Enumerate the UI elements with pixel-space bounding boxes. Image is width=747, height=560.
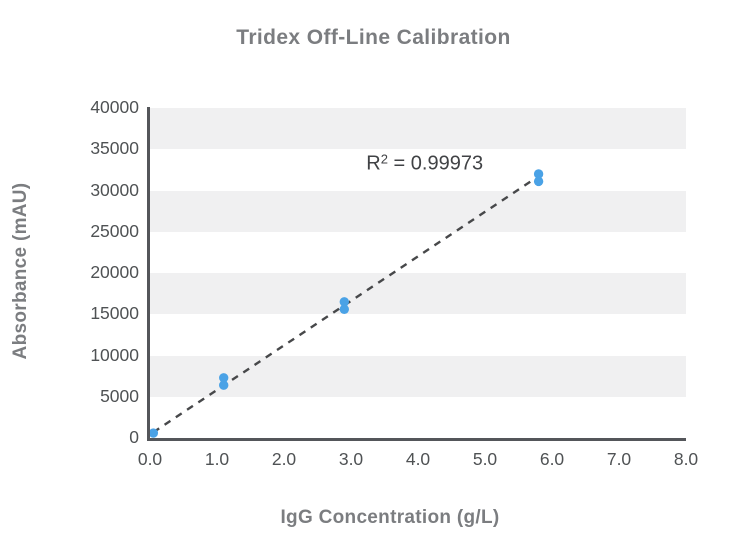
y-tick-label: 5000 bbox=[100, 385, 139, 406]
y-axis-line bbox=[147, 107, 150, 441]
background-band bbox=[150, 190, 686, 232]
y-tick-label: 0 bbox=[129, 427, 139, 448]
y-tick-label: 25000 bbox=[90, 220, 139, 241]
data-layer bbox=[148, 169, 544, 438]
x-tick-label: 6.0 bbox=[539, 449, 565, 469]
chart-title: Tridex Off-Line Calibration bbox=[236, 26, 511, 49]
x-tick-label: 1.0 bbox=[204, 449, 230, 469]
y-axis-title: Absorbance (mAU) bbox=[10, 182, 31, 360]
background-band bbox=[150, 355, 686, 397]
plot-area: R2 = 0.99973 0 5000 10000 15000 20000 25000 30… bbox=[90, 97, 698, 469]
trendline-dashed bbox=[152, 178, 534, 434]
r-squared-value: = 0.99973 bbox=[387, 152, 484, 175]
y-tick-label: 40000 bbox=[90, 97, 139, 118]
y-tick-label: 30000 bbox=[90, 179, 139, 200]
data-point bbox=[148, 428, 159, 438]
y-tick-label: 10000 bbox=[90, 344, 139, 365]
r-squared-superscript: 2 bbox=[380, 151, 388, 167]
data-point bbox=[533, 176, 544, 187]
r-squared-prefix: R bbox=[366, 152, 381, 175]
data-point bbox=[339, 304, 349, 314]
data-point bbox=[219, 373, 229, 383]
x-tick-label: 4.0 bbox=[405, 449, 431, 469]
x-tick-label: 8.0 bbox=[673, 449, 699, 469]
data-point bbox=[339, 297, 349, 307]
y-tick-label: 35000 bbox=[90, 138, 139, 159]
x-tick-label: 2.0 bbox=[271, 449, 297, 469]
x-tick-label: 7.0 bbox=[606, 449, 632, 469]
y-tick-label: 20000 bbox=[90, 262, 139, 283]
background-band bbox=[150, 273, 686, 315]
x-tick-label: 3.0 bbox=[338, 449, 364, 469]
background-band bbox=[150, 108, 686, 150]
x-tick-label: 5.0 bbox=[472, 449, 498, 469]
data-point bbox=[533, 169, 544, 179]
x-axis-title: IgG Concentration (g/L) bbox=[280, 507, 500, 528]
x-axis-line bbox=[147, 438, 686, 441]
r-squared-annotation: R2 = 0.99973 bbox=[366, 151, 484, 176]
y-tick-label: 15000 bbox=[90, 303, 139, 324]
x-tick-label: 0.0 bbox=[137, 449, 163, 469]
data-point bbox=[219, 380, 229, 390]
